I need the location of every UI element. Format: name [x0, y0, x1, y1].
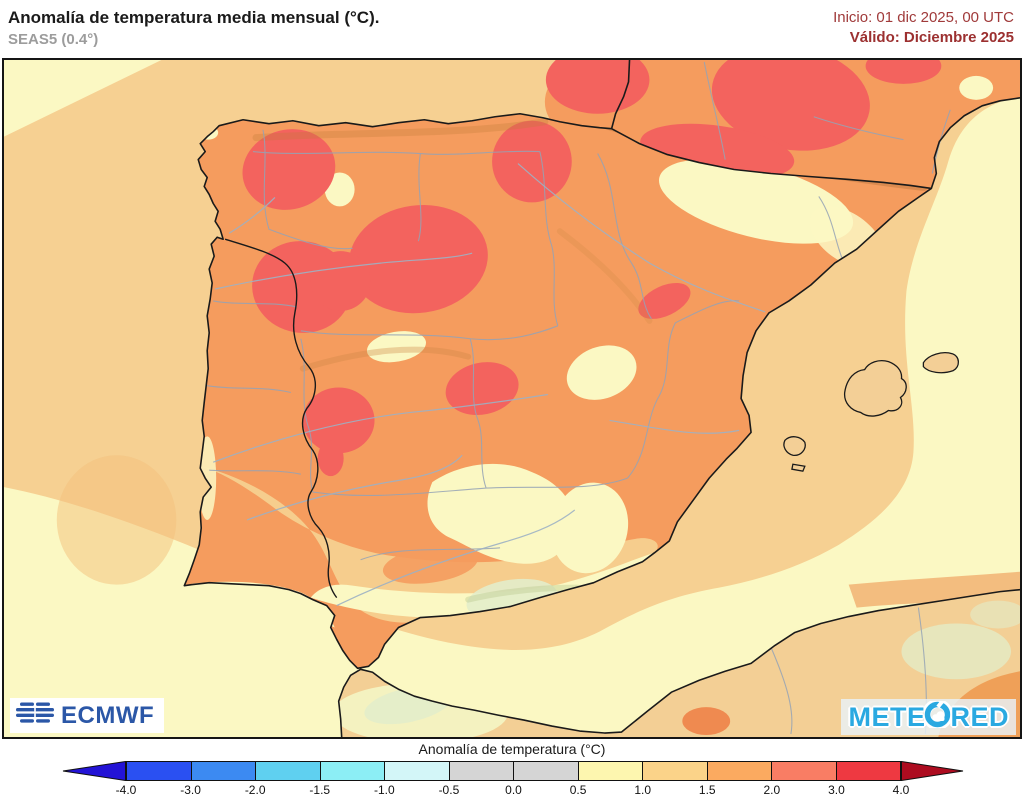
legend-tick-label: 4.0	[892, 783, 910, 797]
balearic-islands	[783, 352, 960, 472]
ecmwf-logo: ECMWF	[10, 698, 165, 733]
red-anomaly-blobs-france	[545, 60, 942, 180]
page-title: Anomalía de temperatura media mensual (°…	[8, 8, 380, 27]
meteored-text-right: RED	[950, 701, 1009, 732]
legend-segment	[191, 762, 256, 780]
legend-tick-label: -3.0	[180, 783, 201, 797]
legend-arrow-left	[62, 761, 126, 781]
legend-bar	[62, 761, 964, 781]
legend-title: Anomalía de temperatura (°C)	[418, 741, 606, 757]
legend-segment	[514, 762, 579, 780]
run-info: Inicio: 01 dic 2025, 00 UTC Válido: Dici…	[833, 8, 1014, 48]
legend-tick-label: -0.5	[438, 783, 460, 797]
coastlines	[183, 60, 1020, 737]
legend-tick-label: 0.5	[569, 783, 587, 797]
legend-segment	[385, 762, 450, 780]
legend-segment	[127, 762, 192, 780]
rivers	[212, 163, 766, 607]
legend-tick-label: -4.0	[115, 783, 137, 797]
legend-bar-segments	[126, 761, 901, 781]
legend-tick-label: 0.0	[505, 783, 522, 797]
pale-anomaly-regions	[191, 125, 884, 628]
legend-tick-label: -2.0	[244, 783, 266, 797]
meteored-text-left: METE	[848, 701, 926, 732]
legend-segment	[836, 762, 900, 780]
legend-tick-label: 1.5	[698, 783, 716, 797]
orange-sevilla	[382, 545, 478, 584]
legend-tick-label: 1.0	[634, 783, 651, 797]
legend-segment	[772, 762, 837, 780]
legend-ticks: -4.0 -3.0 -2.0 -1.5 -1.0 -0.5 0.0 0.5 1.0 1.5 2.0 3…	[116, 783, 910, 797]
legend-arrow-right	[901, 761, 964, 781]
valid-period: Válido: Diciembre 2025	[849, 29, 1014, 46]
init-datetime: Inicio: 01 dic 2025, 00 UTC	[833, 9, 1014, 26]
legend-tick-label: -1.5	[309, 783, 331, 797]
meteored-logo: METE RED	[841, 698, 1016, 735]
ecmwf-logo-text: ECMWF	[61, 701, 155, 729]
legend-segment	[643, 762, 708, 780]
color-scale-legend: Anomalía de temperatura (°C) -4.0 -3.0 -2.…	[0, 739, 1024, 799]
model-subtitle: SEAS5 (0.4°)	[8, 31, 99, 48]
ecmwf-globe-icon	[14, 699, 56, 732]
legend-segment	[707, 762, 772, 780]
legend-tick-label: 2.0	[763, 783, 781, 797]
legend-segment	[256, 762, 321, 780]
legend-tick-label: -1.0	[373, 783, 395, 797]
iberia-map-svg	[4, 60, 1020, 737]
legend-segment	[320, 762, 385, 780]
legend-arrow-right-shape	[901, 761, 964, 781]
legend-tick-label: 3.0	[828, 783, 845, 797]
meteored-cloud-icon	[922, 698, 954, 733]
legend-arrow-left-shape	[62, 761, 126, 781]
legend-segment	[449, 762, 514, 780]
red-anomaly-blobs-iberia	[242, 120, 691, 477]
anomaly-map: ECMWF METE RED	[2, 58, 1022, 739]
legend-segment	[578, 762, 643, 780]
pale-anomaly-france	[959, 75, 994, 100]
